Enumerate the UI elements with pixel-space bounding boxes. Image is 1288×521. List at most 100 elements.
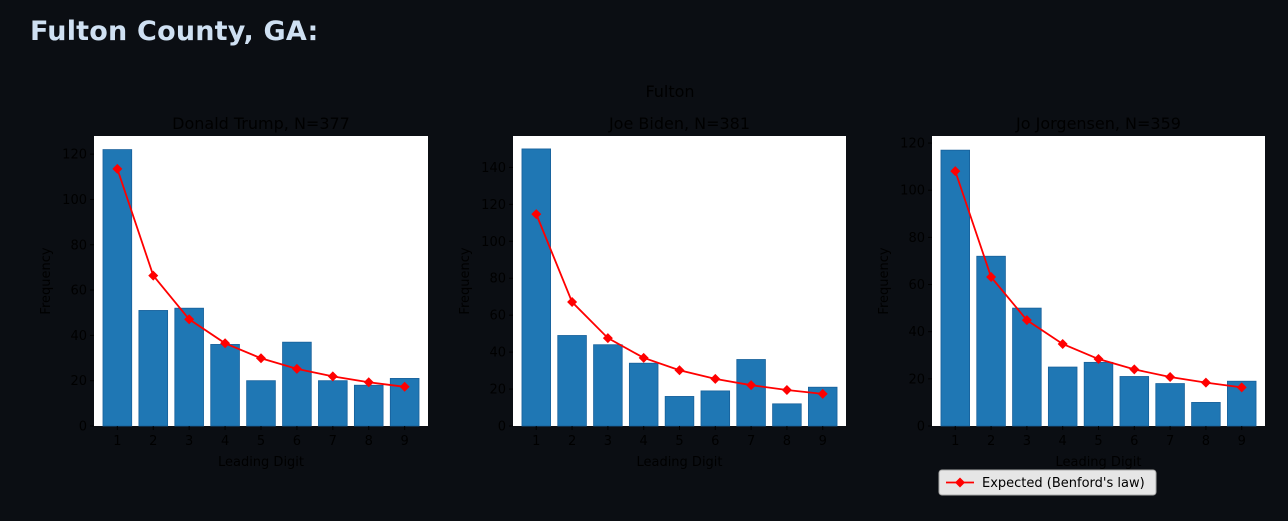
bar-2-7: [736, 359, 766, 427]
y-axis-label-3: Frequency: [877, 247, 892, 314]
bar-1-4: [210, 344, 240, 427]
x-tick-label-3-8: 8: [1202, 434, 1210, 449]
legend-marker: [955, 477, 965, 488]
bar-3-8: [1191, 402, 1221, 427]
x-tick-label-2-7: 7: [747, 434, 755, 449]
expected-marker-2-9: [817, 388, 828, 399]
x-tick-label-3-7: 7: [1166, 434, 1174, 449]
expected-marker-3-5: [1093, 354, 1104, 365]
panel-title-3: Jo Jorgensen, N=359: [1015, 114, 1181, 133]
x-axis-label-3: Leading Digit: [1055, 455, 1141, 470]
expected-marker-3-9: [1236, 382, 1247, 393]
y-tick-label-2-20: 20: [489, 383, 506, 398]
x-tick-label-3-4: 4: [1059, 434, 1067, 449]
y-tick-label-2-140: 140: [481, 161, 506, 176]
x-tick-label-1-1: 1: [113, 434, 121, 449]
y-tick-label-1-20: 20: [70, 374, 87, 389]
x-tick-label-3-6: 6: [1130, 434, 1138, 449]
bar-2-1: [521, 148, 551, 427]
y-tick-label-2-0: 0: [498, 420, 506, 435]
y-tick-label-1-60: 60: [70, 284, 87, 299]
x-tick-label-1-4: 4: [221, 434, 229, 449]
page-title: Fulton County, GA:: [30, 16, 319, 47]
y-tick-label-2-60: 60: [489, 309, 506, 324]
bar-1-6: [282, 341, 312, 427]
y-tick-label-3-80: 80: [908, 231, 925, 246]
expected-marker-1-2: [148, 270, 159, 281]
y-tick-label-3-120: 120: [900, 137, 925, 152]
x-axis-label-2: Leading Digit: [636, 455, 722, 470]
expected-marker-1-1: [112, 163, 123, 174]
figure-suptitle: Fulton: [645, 82, 694, 101]
x-axis-label-1: Leading Digit: [218, 455, 304, 470]
expected-marker-3-8: [1200, 377, 1211, 388]
expected-marker-1-5: [256, 353, 266, 364]
x-tick-label-1-8: 8: [365, 434, 373, 449]
expected-marker-2-3: [602, 333, 613, 344]
bar-1-1: [102, 149, 133, 427]
bar-3-4: [1047, 366, 1078, 427]
y-tick-label-3-40: 40: [908, 325, 925, 340]
expected-marker-2-2: [567, 297, 578, 308]
x-tick-label-3-5: 5: [1094, 434, 1102, 449]
y-axis-label-1: Frequency: [39, 247, 54, 314]
x-tick-label-2-3: 3: [604, 434, 612, 449]
y-tick-label-1-80: 80: [70, 238, 87, 253]
bar-3-7: [1155, 383, 1185, 427]
bar-2-3: [593, 344, 623, 427]
x-tick-label-1-6: 6: [293, 434, 301, 449]
expected-marker-1-8: [363, 377, 374, 388]
y-tick-label-2-40: 40: [489, 346, 506, 361]
x-tick-label-1-9: 9: [401, 434, 409, 449]
bar-1-8: [353, 384, 384, 427]
x-tick-label-2-1: 1: [532, 434, 540, 449]
bar-1-2: [138, 310, 169, 427]
y-tick-label-2-120: 120: [481, 198, 506, 213]
expected-marker-2-8: [781, 384, 792, 395]
x-tick-label-1-5: 5: [257, 434, 265, 449]
y-tick-label-1-40: 40: [70, 329, 87, 344]
expected-marker-1-3: [184, 314, 195, 325]
bar-2-4: [628, 362, 659, 427]
expected-marker-1-4: [220, 338, 231, 349]
x-tick-label-3-9: 9: [1238, 434, 1246, 449]
expected-marker-2-1: [531, 209, 542, 220]
bar-3-6: [1119, 376, 1150, 427]
y-tick-label-2-80: 80: [489, 272, 506, 287]
y-tick-label-2-100: 100: [481, 235, 506, 250]
legend-label: Expected (Benford's law): [982, 476, 1145, 491]
y-tick-label-1-120: 120: [62, 148, 87, 163]
x-tick-label-2-6: 6: [711, 434, 719, 449]
y-tick-label-3-100: 100: [900, 184, 925, 199]
legend-box: [938, 469, 1157, 496]
panel-title-2: Joe Biden, N=381: [608, 114, 750, 133]
bar-1-7: [318, 380, 348, 427]
x-tick-label-1-2: 2: [149, 434, 157, 449]
x-tick-label-2-4: 4: [640, 434, 648, 449]
y-tick-label-3-20: 20: [908, 372, 925, 387]
expected-marker-3-1: [950, 166, 961, 177]
x-tick-label-2-5: 5: [675, 434, 683, 449]
y-tick-label-1-0: 0: [79, 420, 87, 435]
expected-marker-2-5: [674, 365, 685, 376]
x-tick-label-3-2: 2: [987, 434, 995, 449]
bar-2-2: [557, 335, 587, 427]
x-tick-label-3-1: 1: [951, 434, 959, 449]
expected-marker-3-7: [1165, 371, 1176, 382]
y-tick-label-3-0: 0: [917, 420, 925, 435]
y-tick-label-3-60: 60: [908, 278, 925, 293]
x-tick-label-2-8: 8: [783, 434, 791, 449]
x-tick-label-3-3: 3: [1023, 434, 1031, 449]
x-tick-label-2-9: 9: [819, 434, 827, 449]
expected-marker-2-6: [710, 373, 721, 384]
y-axis-label-2: Frequency: [458, 247, 473, 314]
expected-marker-1-7: [327, 371, 338, 382]
expected-marker-1-6: [291, 363, 302, 374]
x-tick-label-1-3: 3: [185, 434, 193, 449]
bar-2-8: [772, 403, 802, 427]
expected-marker-3-2: [986, 271, 997, 282]
expected-marker-1-9: [399, 381, 410, 392]
panel-title-1: Donald Trump, N=377: [172, 114, 350, 133]
expected-marker-2-7: [746, 380, 757, 391]
